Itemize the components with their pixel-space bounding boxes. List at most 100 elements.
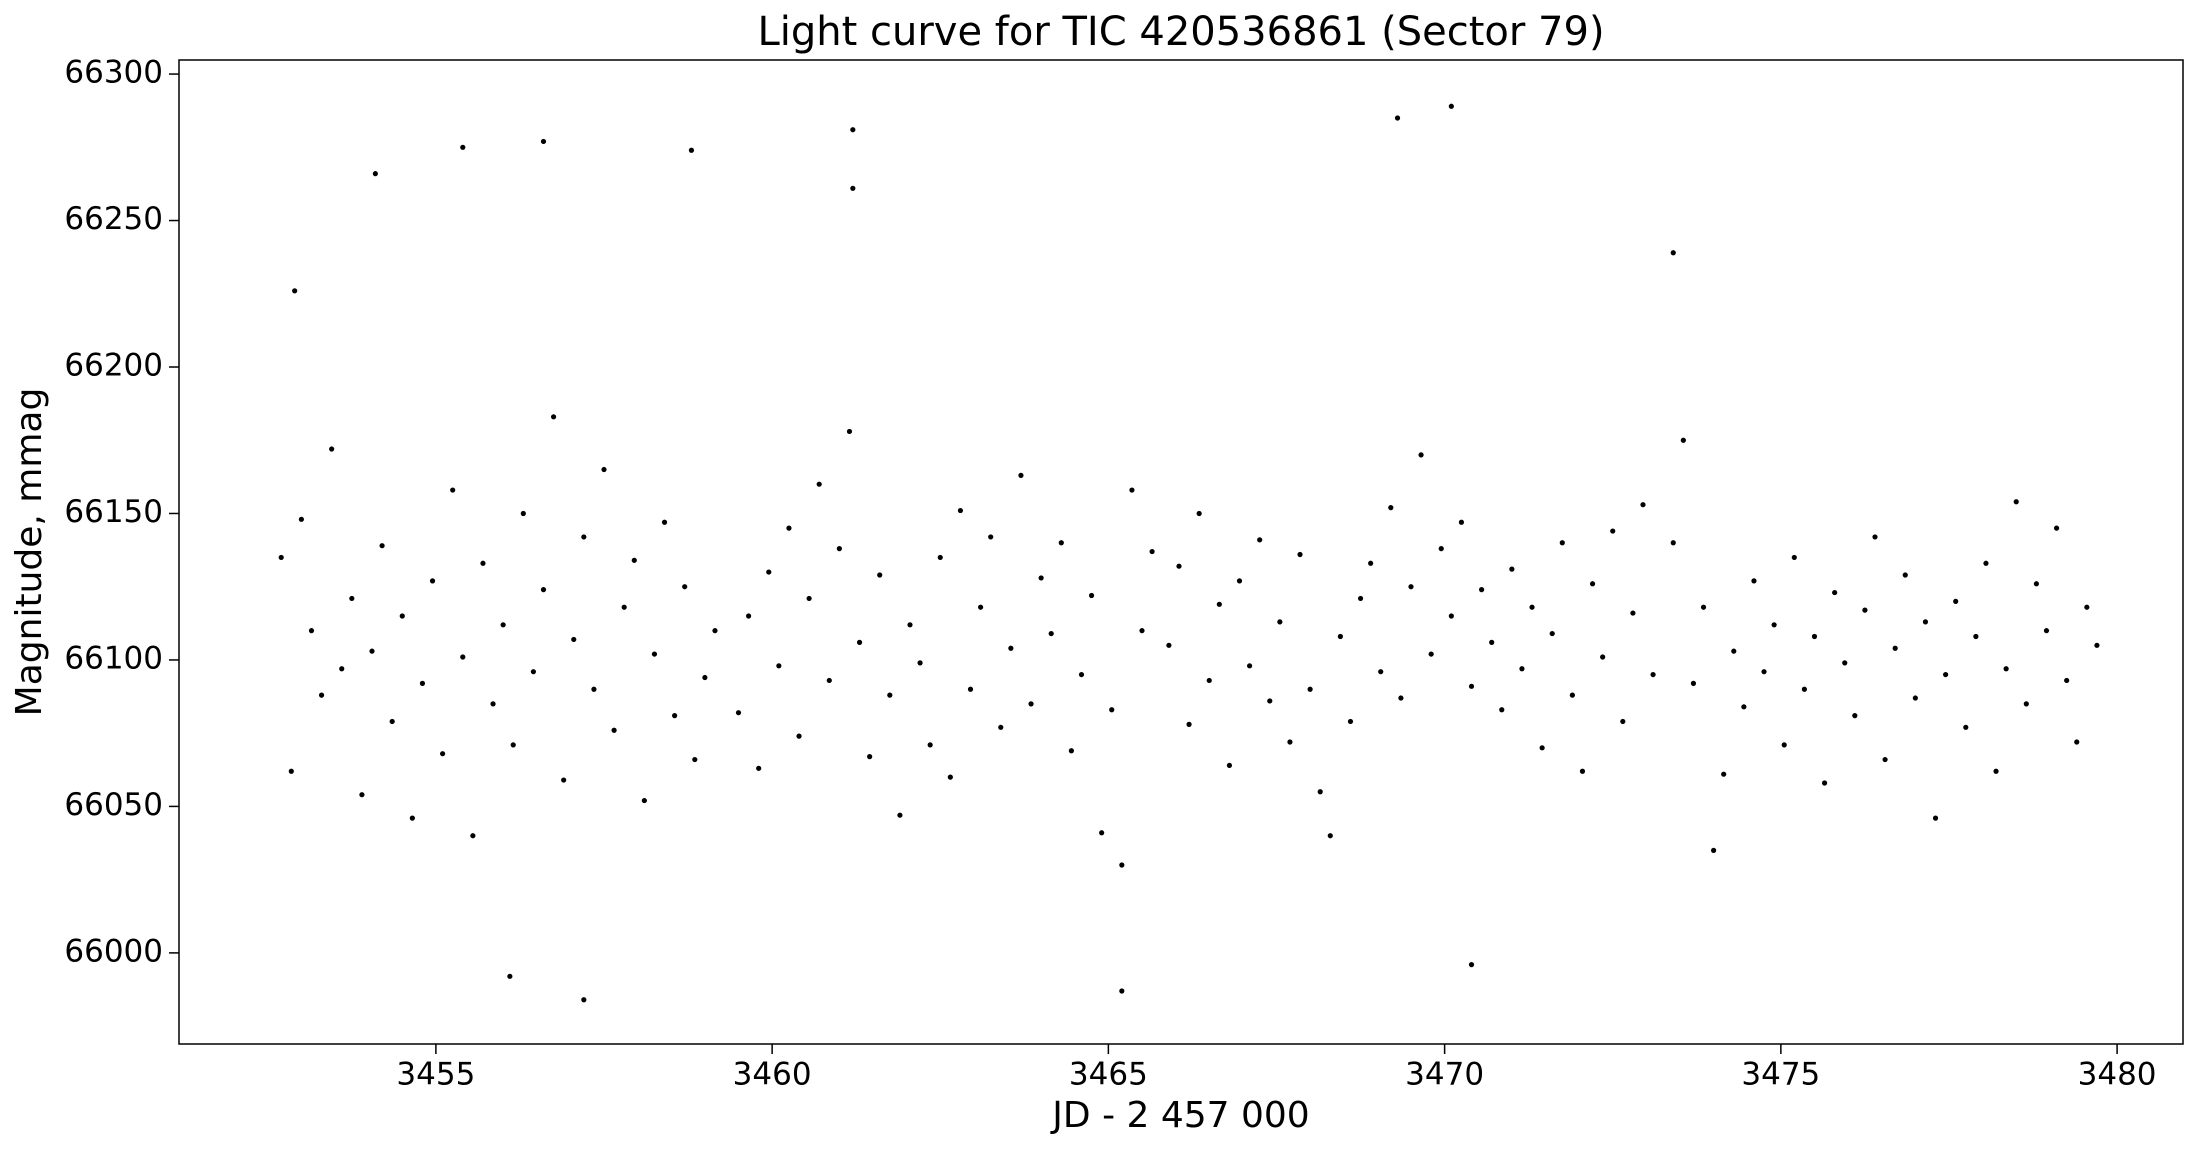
data-point xyxy=(856,639,863,645)
data-point xyxy=(1832,589,1838,596)
data-point xyxy=(1690,680,1697,686)
data-point xyxy=(1028,701,1034,707)
data-point xyxy=(998,724,1004,730)
data-point xyxy=(1236,578,1243,584)
data-point xyxy=(1226,762,1233,769)
x-tick-label: 3465 xyxy=(1069,1057,1148,1093)
data-point xyxy=(1922,619,1929,625)
data-point xyxy=(1569,692,1575,698)
data-point xyxy=(766,569,772,575)
data-point xyxy=(786,525,792,531)
data-point xyxy=(1206,677,1212,684)
data-point xyxy=(369,648,375,654)
data-point xyxy=(1953,598,1959,604)
data-point xyxy=(1119,862,1125,868)
data-point xyxy=(877,572,883,578)
data-point xyxy=(1943,671,1949,678)
data-point xyxy=(1018,472,1024,478)
plot-frame xyxy=(178,59,2184,1045)
data-point xyxy=(1842,660,1848,666)
data-point xyxy=(490,701,496,707)
data-point xyxy=(1267,698,1273,704)
data-point xyxy=(329,446,335,452)
data-point xyxy=(1811,633,1818,640)
data-point xyxy=(1468,962,1475,968)
data-point xyxy=(1932,815,1939,821)
data-point xyxy=(1731,648,1737,654)
y-tick-label: 66050 xyxy=(64,787,163,823)
data-point xyxy=(1428,651,1434,657)
data-point xyxy=(372,171,378,177)
data-point xyxy=(1499,707,1505,713)
data-point xyxy=(967,686,974,692)
data-point xyxy=(507,973,513,979)
data-point xyxy=(591,686,597,692)
data-point xyxy=(1378,669,1384,675)
data-point xyxy=(1357,595,1364,602)
data-point xyxy=(1448,103,1454,109)
data-point xyxy=(1347,718,1354,725)
data-point xyxy=(1489,639,1495,645)
data-point xyxy=(1600,654,1606,660)
data-point xyxy=(540,587,547,593)
data-point xyxy=(1058,540,1064,546)
data-point xyxy=(480,560,486,566)
data-point xyxy=(1791,554,1797,561)
data-point xyxy=(826,677,832,684)
data-point xyxy=(661,519,668,525)
x-tick-label: 3470 xyxy=(1405,1057,1484,1093)
data-point xyxy=(389,718,395,725)
data-point xyxy=(796,733,802,739)
data-point xyxy=(850,185,856,191)
data-point xyxy=(1771,622,1777,628)
data-point xyxy=(1388,505,1394,511)
data-point xyxy=(682,584,688,590)
data-point xyxy=(1418,452,1424,458)
data-point xyxy=(1761,669,1767,675)
data-point xyxy=(1408,584,1414,590)
data-point xyxy=(561,777,567,783)
data-point xyxy=(867,754,873,760)
data-point xyxy=(298,516,304,522)
data-point xyxy=(1912,695,1918,701)
data-point xyxy=(520,510,526,517)
data-point xyxy=(470,833,476,839)
data-point xyxy=(641,797,647,804)
data-point xyxy=(1216,601,1222,607)
data-point xyxy=(688,147,695,153)
data-point xyxy=(530,669,536,675)
data-point xyxy=(887,692,893,698)
data-point xyxy=(450,487,456,493)
data-point xyxy=(897,812,903,818)
data-point xyxy=(1509,566,1515,572)
data-point xyxy=(1398,695,1404,701)
data-point xyxy=(850,127,856,133)
data-point xyxy=(1579,768,1586,774)
x-tick-label: 3475 xyxy=(1741,1057,1820,1093)
data-point xyxy=(1297,551,1303,558)
data-point xyxy=(581,997,587,1003)
data-point xyxy=(399,613,405,619)
data-point xyxy=(702,674,708,681)
data-point xyxy=(1529,604,1535,610)
data-point xyxy=(2094,642,2100,648)
data-point xyxy=(651,651,658,657)
data-point xyxy=(1721,771,1727,777)
data-point xyxy=(1119,988,1125,994)
data-point xyxy=(1068,748,1074,754)
y-tick-label: 66300 xyxy=(64,55,163,91)
data-point xyxy=(1337,633,1343,640)
data-point xyxy=(1048,630,1054,637)
data-point xyxy=(601,466,607,473)
data-point xyxy=(1176,563,1182,569)
data-point xyxy=(1186,721,1192,727)
data-point xyxy=(988,534,994,540)
data-point xyxy=(806,595,812,602)
data-point xyxy=(1589,581,1596,587)
data-point xyxy=(1872,534,1878,540)
data-point xyxy=(978,604,984,610)
data-point xyxy=(1149,548,1155,555)
x-axis-label: JD - 2 457 000 xyxy=(1050,1095,1309,1136)
data-point xyxy=(917,660,923,666)
